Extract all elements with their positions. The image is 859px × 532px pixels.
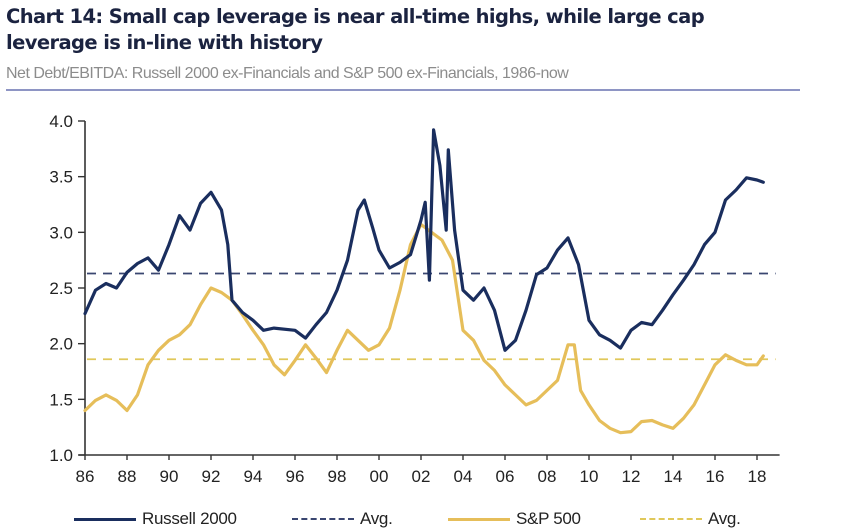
legend-item-sp500: S&P 500	[448, 506, 581, 532]
legend-label-sp500-avg: Avg.	[708, 509, 741, 528]
y-tick-label: 2.0	[49, 335, 73, 354]
y-tick-label: 2.5	[49, 279, 73, 298]
russell-2000-line	[83, 128, 765, 352]
plot-area: 1.0 1.5 2.0 2.5 3.0 3.5 4.0 86 88 90 92 94 96 98 00 02 0…	[49, 112, 780, 486]
legend-item-russell-avg: Avg.	[292, 506, 393, 532]
title-divider	[6, 89, 402, 91]
x-tick-label: 04	[454, 467, 473, 486]
x-tick-label: 88	[118, 467, 137, 486]
y-tick-label: 1.0	[49, 446, 73, 465]
x-tick-label: 92	[202, 467, 221, 486]
legend: Russell 2000 Avg. S&P 500 Avg.	[0, 506, 859, 532]
x-tick-label: 02	[412, 467, 431, 486]
legend-label-sp500: S&P 500	[516, 509, 581, 528]
x-tick-label: 94	[244, 467, 263, 486]
legend-item-sp500-avg: Avg.	[640, 506, 741, 532]
chart-subtitle: Net Debt/EBITDA: Russell 2000 ex-Financi…	[6, 65, 569, 82]
x-tick-label: 06	[496, 467, 515, 486]
x-tick-label: 16	[706, 467, 725, 486]
y-tick-label: 4.0	[49, 112, 73, 131]
y-tick-label: 1.5	[49, 390, 73, 409]
x-tick-label: 18	[748, 467, 767, 486]
y-tick-label: 3.5	[49, 168, 73, 187]
x-tick-label: 96	[286, 467, 305, 486]
x-tick-label: 08	[538, 467, 557, 486]
legend-swatch-sp500	[448, 517, 510, 521]
x-tick-label: 10	[580, 467, 599, 486]
x-tick-label: 00	[370, 467, 389, 486]
sp500-line	[83, 222, 765, 435]
legend-swatch-russell	[74, 517, 136, 521]
title-divider-right	[402, 89, 800, 91]
legend-item-russell: Russell 2000	[74, 506, 237, 532]
legend-label-russell: Russell 2000	[142, 509, 237, 528]
x-tick-label: 14	[664, 467, 683, 486]
x-tick-label: 90	[160, 467, 179, 486]
chart-title: Chart 14: Small cap leverage is near all…	[6, 5, 705, 54]
x-tick-label: 86	[76, 467, 95, 486]
y-tick-label: 3.0	[49, 223, 73, 242]
x-tick-label: 98	[328, 467, 347, 486]
legend-swatch-russell-avg	[292, 518, 354, 520]
legend-swatch-sp500-avg	[640, 518, 702, 520]
x-tick-label: 12	[622, 467, 641, 486]
legend-label-russell-avg: Avg.	[360, 509, 393, 528]
